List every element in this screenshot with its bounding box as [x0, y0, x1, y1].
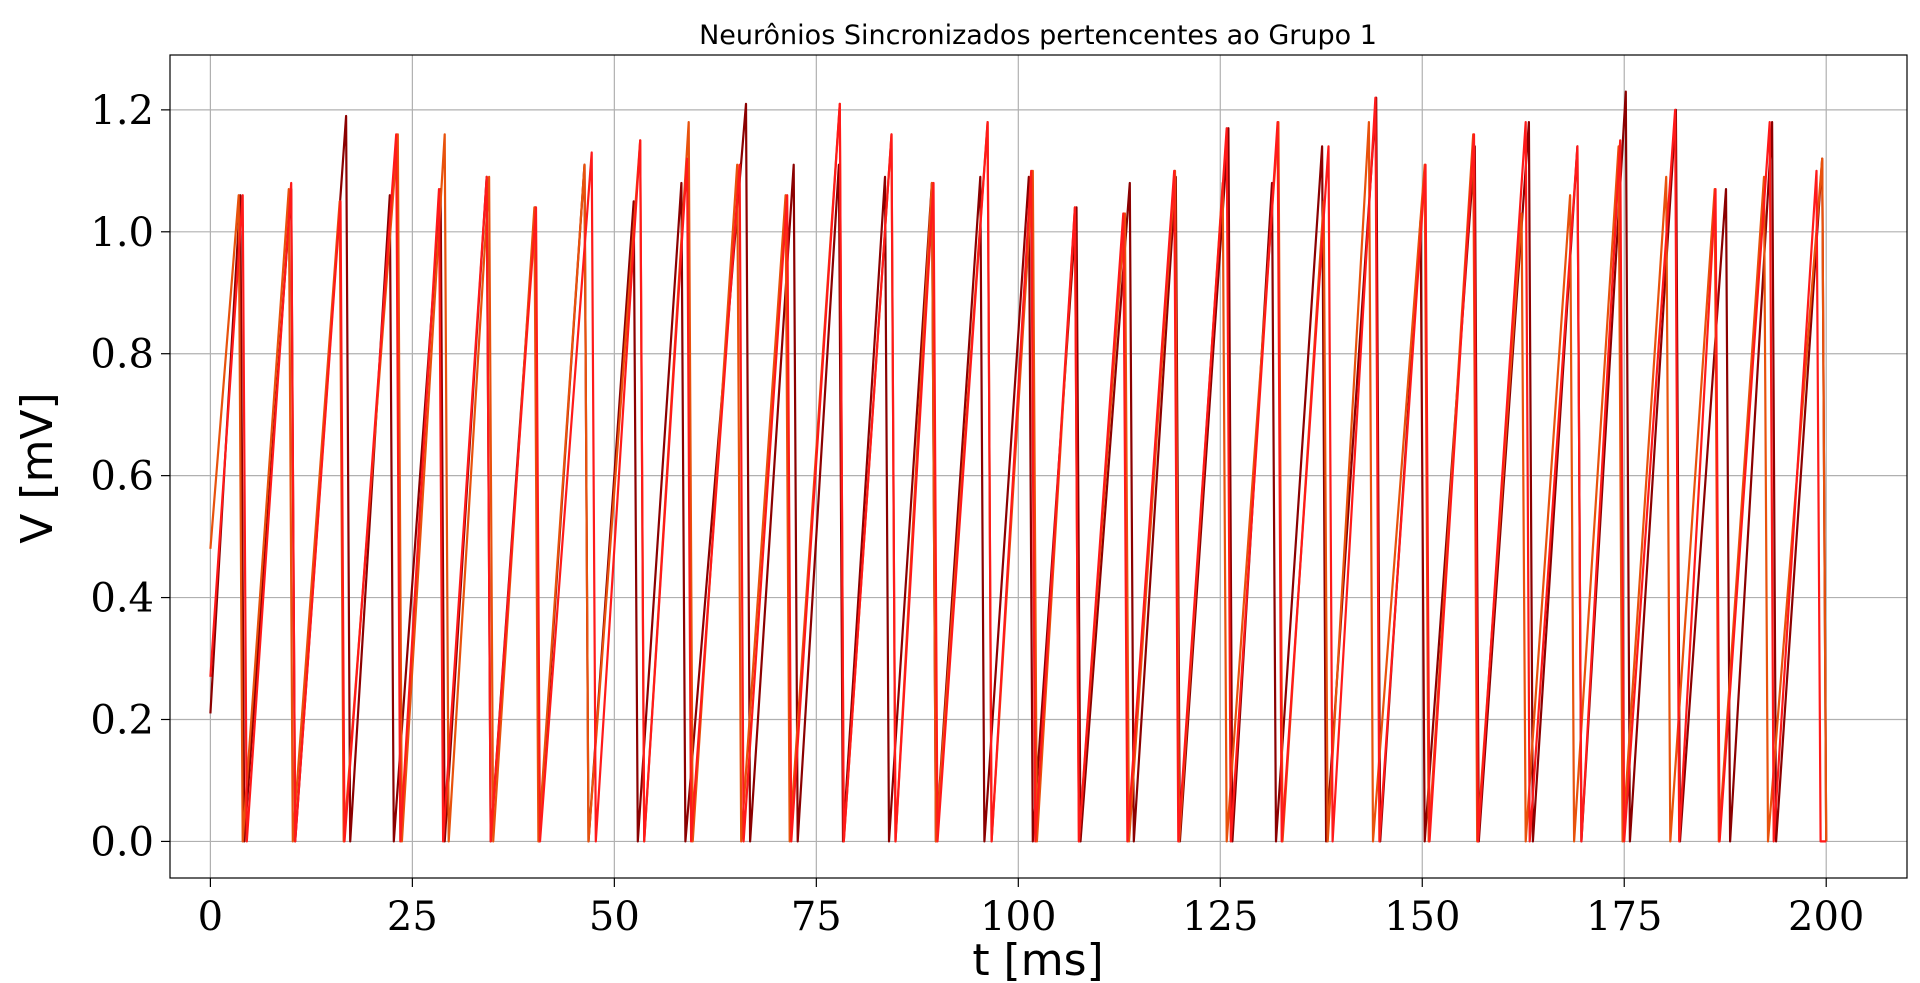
- y-tick-label: 0.8: [90, 332, 154, 378]
- series-line-3: [209, 96, 1827, 843]
- x-tick-label: 175: [1586, 894, 1662, 940]
- series-line-2: [209, 102, 1828, 843]
- series-lines: [209, 90, 1828, 843]
- axis-ticks: 0 25 50 75 100 125 150 175 200 0.0 0.2 0.4 0.6 0.8 1.0…: [90, 88, 1864, 940]
- x-tick-label: 200: [1788, 894, 1864, 940]
- x-tick-label: 150: [1384, 894, 1460, 940]
- y-tick-label: 0.4: [90, 576, 154, 622]
- x-tick-label: 50: [589, 894, 640, 940]
- y-tick-label: 1.2: [90, 88, 154, 134]
- plot-frame: [169, 54, 1908, 879]
- x-axis-label: t [ms]: [972, 935, 1103, 983]
- y-tick-label: 0.6: [90, 454, 154, 500]
- x-tick-label: 100: [980, 894, 1056, 940]
- y-tick-label: 0.0: [90, 819, 154, 865]
- x-tick-label: 0: [198, 894, 223, 940]
- y-axis-label: V [mV]: [12, 392, 63, 543]
- y-tick-label: 1.0: [90, 210, 154, 256]
- x-tick-label: 25: [387, 894, 438, 940]
- x-tick-label: 75: [791, 894, 842, 940]
- x-tick-label: 125: [1182, 894, 1258, 940]
- chart-title: Neurônios Sincronizados pertencentes ao …: [699, 20, 1377, 51]
- y-tick-label: 0.2: [90, 697, 154, 743]
